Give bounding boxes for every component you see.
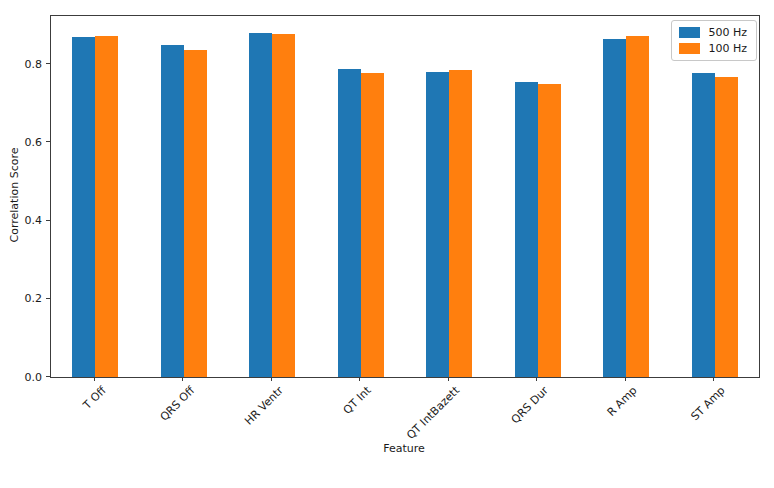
y-tick-label: 0.2 [25, 292, 43, 305]
y-axis-label: Correlation Score [8, 148, 21, 243]
x-tick-label: QT IntBazett [405, 384, 463, 442]
bar-qrs-dur-100-hz [538, 84, 561, 377]
x-tick-label: HR Ventr [242, 384, 286, 428]
y-tick-label: 0.6 [25, 135, 43, 148]
bar-qt-intbazett-100-hz [449, 70, 472, 377]
x-tick-label: QT Int [341, 384, 374, 417]
bar-qrs-off-100-hz [184, 50, 207, 377]
bar-t-off-500-hz [72, 37, 95, 377]
bar-qrs-off-500-hz [161, 45, 184, 377]
x-axis-label: Feature [383, 442, 425, 455]
x-tick-mark [536, 377, 537, 381]
bar-st-amp-500-hz [692, 73, 715, 377]
bar-qt-int-500-hz [338, 69, 361, 377]
bar-qrs-dur-500-hz [515, 82, 538, 377]
x-tick-mark [713, 377, 714, 381]
legend-swatch-500-hz [679, 27, 700, 38]
x-tick-mark [271, 377, 272, 381]
legend-label: 500 Hz [708, 26, 747, 39]
y-tick-mark [46, 141, 50, 142]
x-tick-mark [625, 377, 626, 381]
y-tick-label: 0.0 [25, 370, 43, 383]
bar-qt-intbazett-500-hz [426, 72, 449, 377]
x-tick-label: QRS Off [157, 384, 197, 424]
legend-label: 100 Hz [708, 42, 747, 55]
legend-item-500-hz: 500 Hz [679, 26, 747, 39]
y-tick-label: 0.4 [25, 214, 43, 227]
bar-qt-int-100-hz [361, 73, 384, 377]
y-tick-mark [46, 220, 50, 221]
bar-hr-ventr-500-hz [249, 33, 272, 377]
y-tick-label: 0.8 [25, 57, 43, 70]
legend: 500 Hz 100 Hz [671, 20, 757, 61]
x-tick-label: T Off [81, 384, 109, 412]
bar-st-amp-100-hz [715, 77, 738, 377]
x-tick-mark [448, 377, 449, 381]
y-tick-mark [46, 376, 50, 377]
bar-r-amp-100-hz [626, 36, 649, 377]
legend-item-100-hz: 100 Hz [679, 42, 747, 55]
y-tick-mark [46, 63, 50, 64]
x-tick-mark [182, 377, 183, 381]
bar-t-off-100-hz [95, 36, 118, 377]
legend-swatch-100-hz [679, 43, 700, 54]
figure: Correlation Score Feature 500 Hz 100 Hz 0… [0, 0, 774, 488]
bar-r-amp-500-hz [603, 39, 626, 377]
x-tick-label: ST Amp [689, 384, 728, 423]
x-tick-label: R Amp [605, 384, 640, 419]
y-tick-mark [46, 298, 50, 299]
x-tick-mark [359, 377, 360, 381]
x-tick-label: QRS Dur [509, 384, 551, 426]
bar-hr-ventr-100-hz [272, 34, 295, 377]
x-tick-mark [94, 377, 95, 381]
plot-area [50, 15, 760, 378]
